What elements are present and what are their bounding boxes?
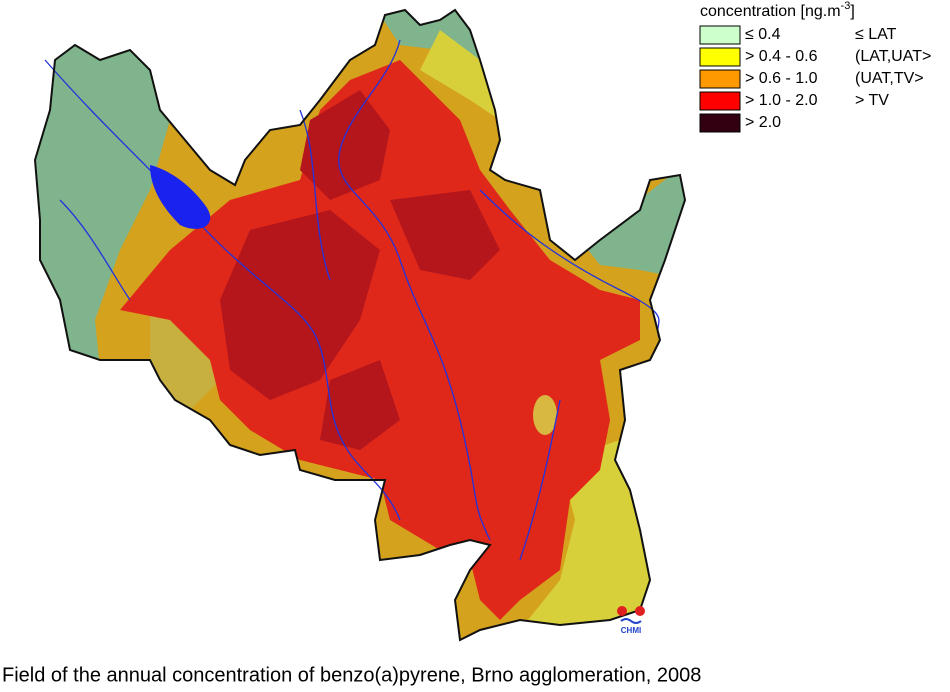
logo-text: CHMI: [621, 626, 641, 635]
legend-class: (UAT,TV>: [855, 70, 924, 87]
concentration-field: [35, 10, 685, 640]
legend-title-suffix: ]: [850, 3, 854, 20]
legend-swatch: [699, 69, 741, 89]
caption: Field of the annual concentration of ben…: [2, 664, 701, 686]
legend-range: > 2.0: [745, 114, 781, 131]
legend-swatch: [699, 25, 741, 45]
legend-swatch: [699, 47, 741, 67]
legend-title-sup: -3: [841, 0, 851, 12]
legend: ≤ 0.4 ≤ LAT > 0.4 - 0.6 (LAT,UAT> > 0.6 - 1.…: [699, 25, 931, 133]
reservoir: [150, 165, 211, 229]
legend-swatch: [699, 91, 741, 111]
rivers: [44, 39, 661, 561]
legend-range: > 0.4 - 0.6: [745, 48, 818, 65]
legend-range: > 1.0 - 2.0: [745, 92, 818, 109]
legend-range: ≤ 0.4: [745, 26, 781, 43]
legend-class: > TV: [855, 92, 889, 109]
legend-range: > 0.6 - 1.0: [745, 70, 818, 87]
agglomeration-border: [33, 8, 687, 642]
legend-class: ≤ LAT: [855, 26, 897, 43]
legend-title-text: concentration [ng.m: [700, 3, 841, 20]
legend-title: concentration [ng.m-3]: [700, 0, 855, 20]
chmi-logo: CHMI: [617, 606, 645, 635]
legend-swatch: [699, 113, 741, 133]
legend-class: (LAT,UAT>: [855, 48, 931, 65]
